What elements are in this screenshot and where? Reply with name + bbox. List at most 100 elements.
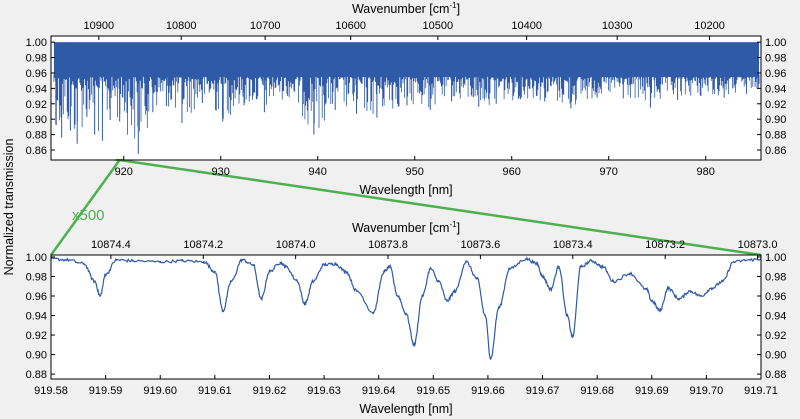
zoom-data-point: [525, 258, 528, 260]
bottom-plot-area: [51, 255, 761, 379]
zoom-data-point: [104, 273, 107, 276]
zoom-data-point: [558, 265, 560, 268]
bottom-x-tick-label: 919.71: [744, 385, 778, 397]
zoom-data-point: [304, 302, 306, 305]
top-y-tick-label-right: 0.88: [765, 130, 786, 142]
zoom-data-point: [678, 298, 680, 300]
top-x2-tick-label: 10800: [166, 20, 197, 32]
zoom-data-point: [323, 263, 325, 266]
bottom-x2-tick-label: 10874.4: [91, 239, 131, 251]
zoom-data-point: [132, 259, 134, 262]
top-y-tick-label-right: 0.92: [765, 99, 786, 111]
zoom-data-point: [405, 312, 407, 315]
bottom-x2-tick-label: 10873.6: [461, 239, 501, 251]
top-series-layer: [53, 42, 760, 154]
zoom-data-point: [241, 258, 244, 261]
zoom-data-point: [689, 290, 691, 293]
zoom-data-point: [268, 270, 271, 273]
top-x2-tick-label: 10600: [335, 20, 366, 32]
top-x2-tick-label: 10400: [511, 20, 542, 32]
bottom-x-tick-label: 919.61: [198, 385, 232, 397]
zoom-data-point: [66, 258, 69, 261]
bottom-x2-tick-label: 10873.4: [553, 239, 593, 251]
bottom-y-tick-label: 0.88: [26, 369, 47, 381]
zoom-data-point: [721, 280, 724, 283]
bottom-axes-frame: [50, 254, 762, 380]
zoom-data-point: [590, 259, 593, 262]
top-x-tick-label: 940: [309, 166, 327, 178]
bottom-x2-tick-label: 10873.0: [738, 239, 778, 251]
zoom-data-point: [549, 288, 552, 291]
bottom-x-tick-label: 919.67: [526, 385, 560, 397]
zoom-data-point: [334, 262, 336, 265]
top-x-tick-label: 930: [212, 166, 230, 178]
bottom-y-tick-label-right: 0.88: [765, 369, 786, 381]
bottom-y-tick-label-right: 0.90: [765, 350, 786, 362]
bottom-y-tick-label: 0.94: [26, 311, 47, 323]
bottom-y-tick-label-right: 1.00: [765, 252, 786, 264]
bottom-y-tick-label: 0.96: [26, 291, 47, 303]
zoom-data-point: [476, 277, 478, 280]
top-x-tick-label: 920: [115, 166, 133, 178]
zoom-data-point: [383, 270, 386, 273]
zoom-data-point: [93, 280, 96, 283]
top-y-tick-label: 1.00: [26, 37, 47, 49]
zoom-data-point: [732, 260, 735, 263]
bottom-series-layer: [51, 256, 761, 361]
top-x-tick-label: 960: [503, 166, 521, 178]
zoom-data-point: [260, 298, 263, 300]
top-y-tick-label-right: 0.90: [765, 114, 786, 126]
zoom-data-point: [213, 270, 216, 273]
top-y-tick-label-right: 1.00: [765, 37, 786, 49]
zoom-data-point: [497, 306, 500, 309]
zoom-data-point: [284, 265, 287, 268]
zoom-data-point: [667, 287, 670, 290]
top-x-axis-label: Wavelength [nm]: [359, 183, 452, 197]
top-x2-tick-label: 10700: [250, 20, 281, 32]
zoom-data-point: [579, 265, 582, 268]
top-x2-axis-label: Wavenumber [cm-1]: [352, 1, 460, 16]
zoom-data-point: [115, 258, 118, 261]
bottom-x2-axis-label: Wavenumber [cm-1]: [352, 220, 460, 235]
bottom-x-tick-label: 919.59: [89, 385, 123, 397]
zoom-data-point: [230, 280, 233, 283]
zoom-data-point: [601, 265, 604, 268]
zoom-line-right: [119, 158, 762, 257]
top-y-tick-label-right: 0.94: [765, 83, 786, 95]
zoom-data-point: [312, 280, 315, 283]
top-y-tick-label-right: 0.98: [765, 53, 786, 65]
zoom-data-point: [659, 309, 661, 312]
zoom-data-point: [181, 259, 183, 262]
zoom-data-point: [159, 260, 162, 263]
bottom-x-tick-label: 919.62: [253, 385, 287, 397]
top-x-tick-label: 970: [600, 166, 618, 178]
zoom-data-point: [566, 314, 569, 317]
zoom-data-point: [484, 314, 487, 317]
zoom-data-point: [465, 260, 467, 263]
bottom-x-tick-label: 919.70: [690, 385, 724, 397]
top-x2-tick-label: 10200: [694, 20, 725, 32]
zoom-data-point: [710, 287, 713, 290]
zoom-data-point: [454, 290, 457, 293]
bottom-y-tick-label-right: 0.96: [765, 291, 786, 303]
zoom-data-point: [203, 260, 205, 263]
zoom-spectrum-line: [51, 256, 761, 361]
zoom-data-point: [645, 288, 648, 291]
zoom-line-left: [49, 159, 121, 256]
zoom-data-point: [489, 357, 492, 360]
bottom-x-tick-label: 919.60: [143, 385, 177, 397]
zoom-data-point: [650, 299, 653, 302]
bottom-x-tick-label: 919.64: [362, 385, 396, 397]
bottom-x2-tick-label: 10874.0: [276, 239, 316, 251]
bottom-x2-tick-label: 10873.2: [645, 239, 685, 251]
zoom-data-point: [222, 309, 224, 312]
bottom-x-tick-label: 919.65: [416, 385, 450, 397]
top-y-tick-label: 0.96: [26, 68, 47, 80]
bottom-y-tick-label: 0.92: [26, 330, 47, 342]
zoom-data-point: [612, 280, 615, 283]
zoom-data-point: [536, 262, 538, 265]
bottom-x2-tick-label: 10873.8: [368, 239, 408, 251]
top-x2-tick-label: 10500: [423, 20, 454, 32]
overview-noise-band: [53, 42, 760, 77]
